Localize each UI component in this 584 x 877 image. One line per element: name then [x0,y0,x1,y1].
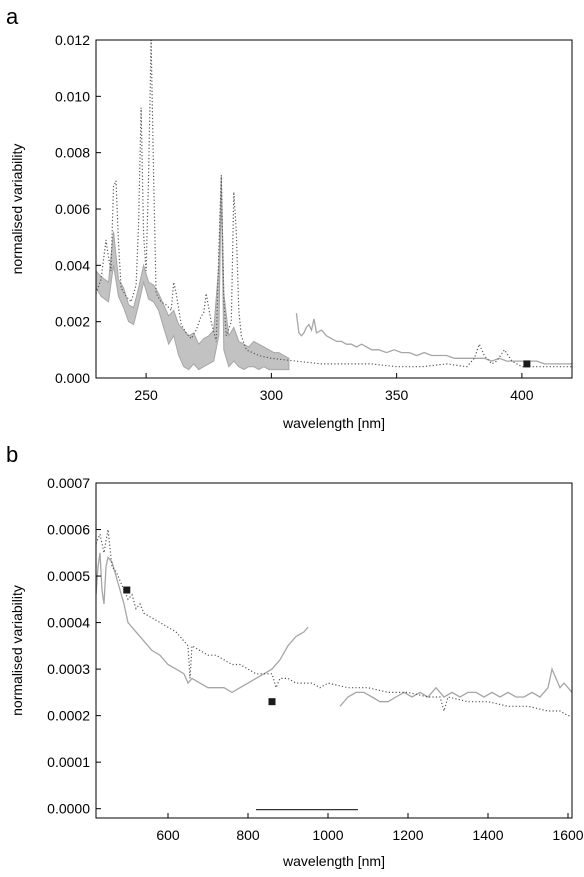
series-dotted-line-1 [96,40,572,368]
panel-b-letter: b [6,442,18,467]
y-axis-label: normalised variability [9,144,25,275]
y-tick-label: 0.006 [55,201,90,217]
series-solid-line-0 [96,552,309,694]
x-tick-label: 600 [156,827,180,843]
x-tick-label: 250 [134,387,158,403]
data-marker-0 [523,360,531,368]
y-tick-label: 0.0004 [47,615,90,631]
y-tick-label: 0.0003 [47,661,90,677]
x-tick-label: 350 [385,387,409,403]
y-tick-label: 0.008 [55,145,90,161]
x-tick-label: 1000 [312,827,343,843]
panel-a-chart: 250 300 350 400 0.000 0.002 0.004 0.006 0.008 0.0… [9,32,573,431]
y-tick-label: 0.004 [55,257,90,273]
x-tick-label: 300 [260,387,284,403]
y-tick-label: 0.002 [55,314,90,330]
data-layer [96,529,572,717]
y-tick-label: 0.0006 [47,522,90,538]
variability-band [96,175,290,371]
data-layer [96,40,572,371]
y-tick-label: 0.000 [55,370,90,386]
data-marker-0 [123,586,131,594]
series-solid-line-0 [295,313,572,365]
x-tick-label: 1200 [392,827,423,843]
y-tick-label: 0.0002 [47,708,90,724]
y-axis-label: normalised variability [9,585,25,716]
x-tick-label: 400 [510,387,534,403]
plot-frame [95,482,573,819]
y-tick-label: 0.0000 [47,801,90,817]
panel-a-letter: a [6,4,19,29]
panel-b-chart: 600 800 1000 1200 1400 1600 0.0000 0.0001 0.0002… [9,475,584,869]
y-tick-label: 0.010 [55,88,90,104]
x-tick-label: 800 [236,827,260,843]
x-axis-label: wavelength [nm] [282,415,385,431]
y-tick-label: 0.0001 [47,754,90,770]
y-tick-label: 0.0007 [47,475,90,491]
series-dotted-line-2 [96,529,572,717]
y-tick-label: 0.0005 [47,568,90,584]
y-tick-label: 0.012 [55,32,90,48]
series-solid-line-1 [339,666,572,707]
x-tick-label: 1600 [552,827,583,843]
x-axis-label: wavelength [nm] [282,853,385,869]
data-marker-1 [268,698,276,706]
x-tick-label: 1400 [472,827,503,843]
